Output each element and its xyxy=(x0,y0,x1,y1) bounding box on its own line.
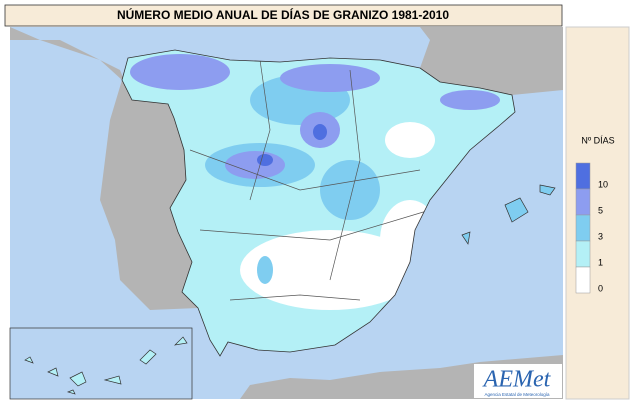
legend-label: 1 xyxy=(598,257,603,267)
legend-label: 10 xyxy=(598,179,608,189)
legend-title: Nº DÍAS xyxy=(581,135,614,145)
canary-islands xyxy=(24,336,188,395)
legend-swatch xyxy=(575,240,591,268)
legend-label: 3 xyxy=(598,231,603,241)
portugal xyxy=(10,27,198,310)
legend-swatch xyxy=(575,266,591,294)
spain-land xyxy=(122,50,515,356)
legend-label: 5 xyxy=(598,205,603,215)
logo-caption: Agencia Estatal de Meteorología xyxy=(484,392,550,397)
title-bar xyxy=(4,4,563,27)
legend-swatch xyxy=(575,162,591,190)
canarias-inset xyxy=(9,327,193,400)
logo-name: AEMet xyxy=(482,367,552,393)
legend-label: 0 xyxy=(598,283,603,293)
title: NÚMERO MEDIO ANUAL DE DÍAS DE GRANIZO 19… xyxy=(117,7,449,22)
balearic xyxy=(461,184,556,245)
legend-swatch xyxy=(575,214,591,242)
france xyxy=(420,27,563,95)
logo-box xyxy=(474,364,562,398)
legend-swatch xyxy=(575,188,591,216)
